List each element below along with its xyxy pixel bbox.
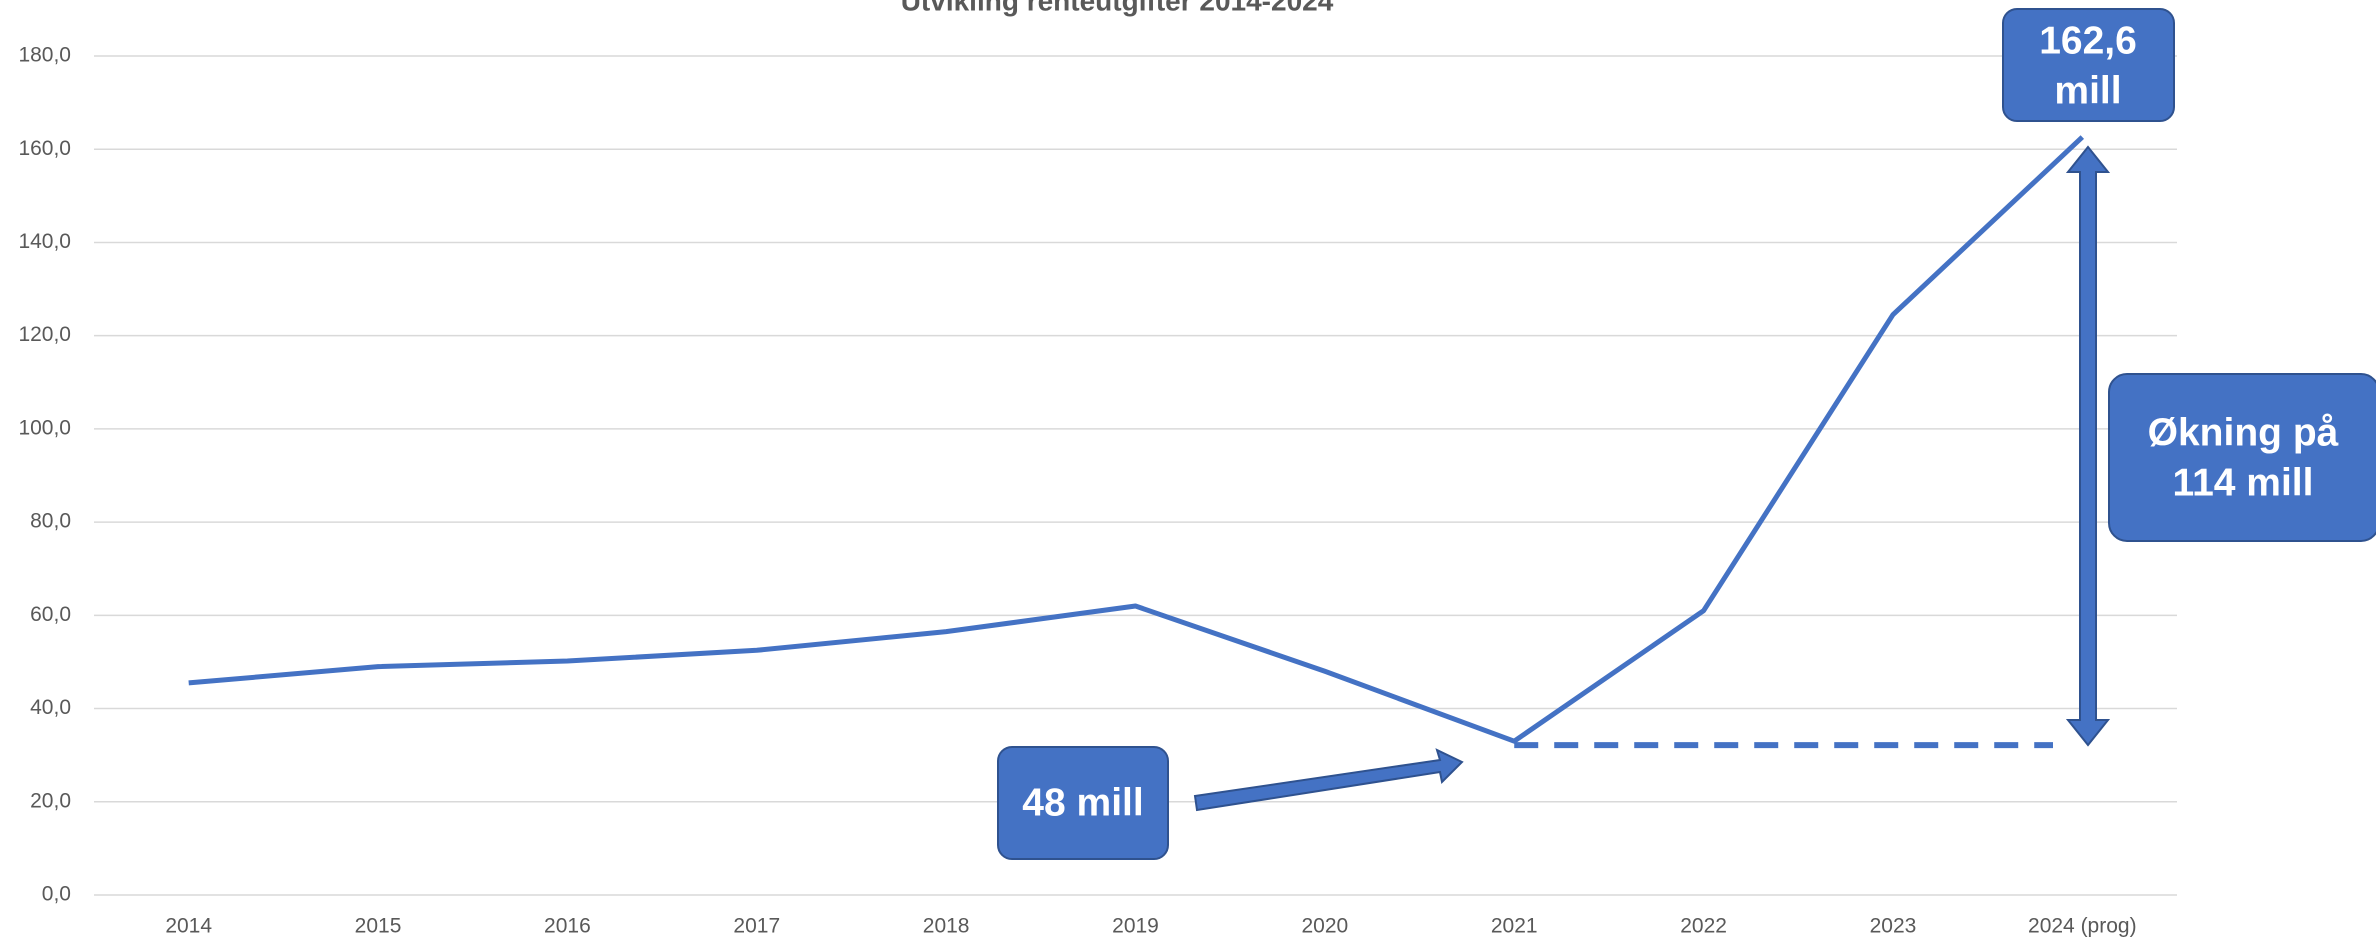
y-tick-label: 80,0 xyxy=(30,510,71,533)
annotation-box xyxy=(997,746,1169,860)
plot-area: 0,0 20,0 40,0 60,0 80,0 100,0 120,0 140,0 160,0 1… xyxy=(18,44,2177,938)
annotation: mill xyxy=(2054,69,2121,112)
annotation: 48 mill xyxy=(1022,781,1143,824)
x-tick-label: 2024 (prog) xyxy=(2028,915,2137,938)
arrow xyxy=(1193,748,1464,812)
chart-title: Utvikling renteutgifter 2014-2024 xyxy=(901,0,1334,16)
x-tick-label: 2015 xyxy=(355,915,402,938)
y-tick-label: 120,0 xyxy=(18,323,71,346)
annotations: 162,6 mill Økning på 114 mill 48 mill xyxy=(997,8,2376,860)
y-tick-label: 0,0 xyxy=(42,883,71,906)
annotation: 114 mill xyxy=(2173,461,2314,504)
y-tick-label: 160,0 xyxy=(18,137,71,160)
annotation-box xyxy=(2108,373,2376,542)
y-tick-label: 20,0 xyxy=(30,789,71,812)
y-tick-label: 100,0 xyxy=(18,416,71,439)
x-tick-label: 2017 xyxy=(733,915,780,938)
annotation: 162,6 xyxy=(2039,19,2137,62)
x-tick-label: 2020 xyxy=(1302,915,1349,938)
y-tick-label: 60,0 xyxy=(30,603,71,626)
annotation: Økning på xyxy=(2148,411,2339,454)
x-tick-label: 2014 xyxy=(165,915,212,938)
y-tick-label: 180,0 xyxy=(18,44,71,67)
x-tick-label: 2021 xyxy=(1491,915,1538,938)
y-tick-label: 40,0 xyxy=(30,696,71,719)
x-tick-label: 2018 xyxy=(923,915,970,938)
x-tick-label: 2022 xyxy=(1680,915,1727,938)
x-tick-label: 2023 xyxy=(1870,915,1917,938)
line xyxy=(188,135,2085,744)
x-tick-label: 2016 xyxy=(544,915,591,938)
y-tick-label: 140,0 xyxy=(18,230,71,253)
annotation-box xyxy=(2002,8,2175,122)
double-arrow xyxy=(2065,145,2111,747)
x-tick-label: 2019 xyxy=(1112,915,1159,938)
